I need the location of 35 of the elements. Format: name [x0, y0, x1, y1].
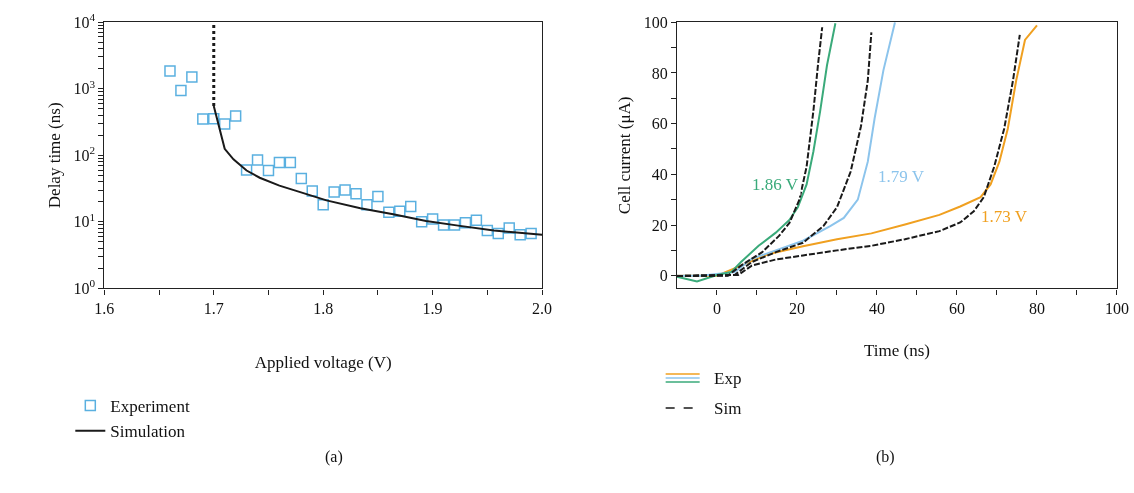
y-tick-label: 10$^{3}$	[73, 77, 96, 98]
y-tick-label: 80	[651, 64, 668, 82]
legend-label: Simulation	[110, 422, 186, 442]
legend-label: Sim	[714, 399, 742, 418]
y-axis-title: Delay time (ns)	[44, 102, 64, 209]
annotation: 1.86 V	[752, 175, 799, 194]
y-tick-label: 10$^{4}$	[73, 11, 96, 31]
annotation: 1.79 V	[878, 167, 925, 186]
text: (b)	[876, 448, 895, 466]
x-tick-label: 0	[713, 299, 721, 317]
x-tick-label: 100	[1104, 299, 1129, 317]
y-tick-label: 20	[651, 216, 668, 234]
y-tick-label: 10$^{1}$	[73, 210, 95, 231]
x-axis-title: Applied voltage (V)	[254, 353, 392, 373]
legend-label: Exp	[714, 369, 742, 388]
x-axis-title: Time (ns)	[864, 341, 930, 361]
text: (a)	[325, 448, 343, 466]
y-axis-title: Cell current (μA)	[615, 96, 635, 215]
y-tick-label: 60	[651, 115, 668, 133]
x-tick-label: 20	[789, 299, 805, 317]
y-tick-label: 100	[643, 13, 668, 31]
y-tick-label: 40	[651, 165, 668, 183]
x-tick-label: 60	[948, 299, 965, 317]
annotation: 1.73 V	[981, 207, 1028, 226]
legend-label: Experiment	[110, 397, 190, 417]
y-tick-label: 10$^{2}$	[73, 144, 95, 164]
x-tick-label: 80	[1028, 299, 1045, 317]
x-tick-label: 2.0	[532, 299, 553, 317]
y-tick-label: 0	[659, 267, 668, 285]
x-tick-label: 40	[869, 299, 885, 317]
y-tick-label: 10$^{0}$	[73, 277, 96, 298]
x-tick-label: 1.8	[313, 299, 334, 317]
x-tick-label: 1.9	[422, 299, 443, 317]
x-tick-label: 1.6	[94, 299, 115, 317]
x-tick-label: 1.7	[203, 299, 224, 317]
